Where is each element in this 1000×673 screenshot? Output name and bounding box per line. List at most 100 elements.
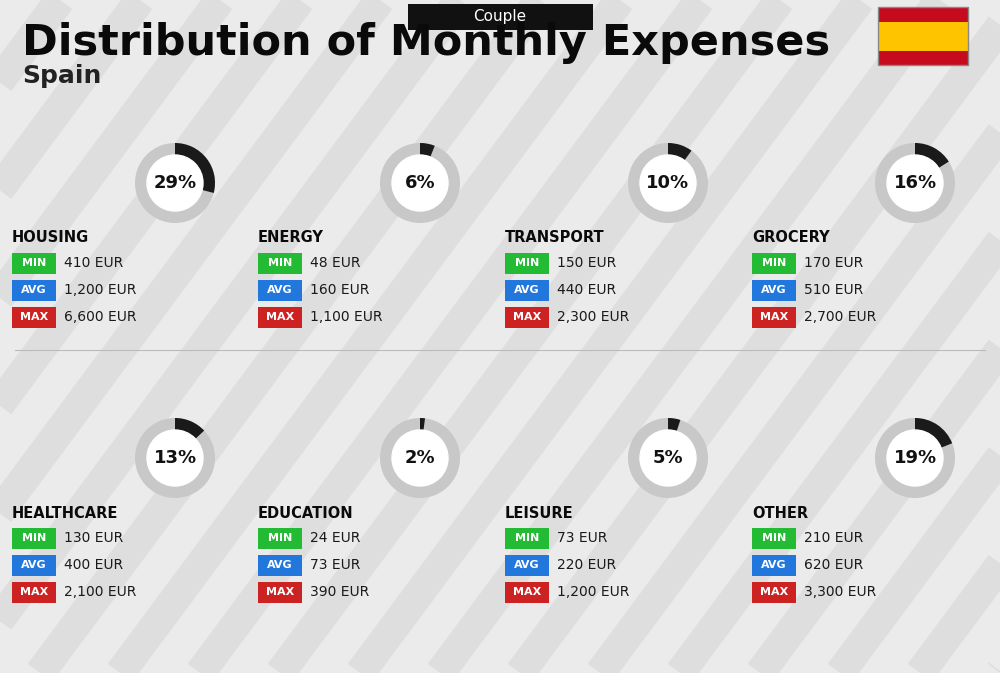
Text: EDUCATION: EDUCATION [258,505,354,520]
FancyBboxPatch shape [12,555,56,575]
Text: MAX: MAX [20,587,48,597]
Text: 2%: 2% [405,449,435,467]
Text: Distribution of Monthly Expenses: Distribution of Monthly Expenses [22,22,830,64]
Text: 1,200 EUR: 1,200 EUR [557,585,629,599]
Text: Spain: Spain [22,64,101,88]
Text: AVG: AVG [514,285,540,295]
FancyBboxPatch shape [752,581,796,602]
Text: MAX: MAX [266,312,294,322]
FancyBboxPatch shape [878,50,968,65]
FancyBboxPatch shape [12,279,56,301]
Circle shape [392,430,448,486]
Circle shape [147,155,203,211]
Text: MAX: MAX [760,312,788,322]
Wedge shape [628,418,708,498]
Text: 510 EUR: 510 EUR [804,283,863,297]
Text: 390 EUR: 390 EUR [310,585,369,599]
Text: MAX: MAX [20,312,48,322]
Text: MIN: MIN [268,258,292,268]
FancyBboxPatch shape [505,279,549,301]
Wedge shape [380,418,460,498]
Text: 160 EUR: 160 EUR [310,283,369,297]
Text: 29%: 29% [153,174,197,192]
FancyBboxPatch shape [408,4,592,30]
FancyBboxPatch shape [505,528,549,548]
FancyBboxPatch shape [878,7,968,22]
Text: AVG: AVG [761,285,787,295]
Text: 220 EUR: 220 EUR [557,558,616,572]
FancyBboxPatch shape [878,22,968,50]
Wedge shape [420,143,435,157]
FancyBboxPatch shape [12,581,56,602]
Text: AVG: AVG [267,560,293,570]
Wedge shape [175,143,215,193]
Text: OTHER: OTHER [752,505,808,520]
Text: MIN: MIN [515,258,539,268]
Text: AVG: AVG [21,560,47,570]
Text: MIN: MIN [762,533,786,543]
FancyBboxPatch shape [752,252,796,273]
Text: Couple: Couple [473,9,527,24]
FancyBboxPatch shape [258,555,302,575]
Text: 2,300 EUR: 2,300 EUR [557,310,629,324]
FancyBboxPatch shape [12,252,56,273]
Wedge shape [380,143,460,223]
FancyBboxPatch shape [505,555,549,575]
FancyBboxPatch shape [752,528,796,548]
Circle shape [640,430,696,486]
Text: 73 EUR: 73 EUR [557,531,607,545]
FancyBboxPatch shape [12,528,56,548]
FancyBboxPatch shape [505,306,549,328]
Wedge shape [175,418,204,439]
Text: 6%: 6% [405,174,435,192]
Text: HOUSING: HOUSING [12,230,89,246]
FancyBboxPatch shape [752,306,796,328]
Text: 16%: 16% [893,174,937,192]
Text: AVG: AVG [514,560,540,570]
Wedge shape [875,143,955,223]
Text: GROCERY: GROCERY [752,230,830,246]
Text: MIN: MIN [268,533,292,543]
FancyBboxPatch shape [258,528,302,548]
Text: HEALTHCARE: HEALTHCARE [12,505,118,520]
Text: 620 EUR: 620 EUR [804,558,863,572]
Text: 440 EUR: 440 EUR [557,283,616,297]
Text: AVG: AVG [267,285,293,295]
Text: 1,100 EUR: 1,100 EUR [310,310,382,324]
Circle shape [887,155,943,211]
FancyBboxPatch shape [505,581,549,602]
Text: TRANSPORT: TRANSPORT [505,230,605,246]
Text: MAX: MAX [266,587,294,597]
Circle shape [887,430,943,486]
Text: 210 EUR: 210 EUR [804,531,863,545]
Text: MIN: MIN [762,258,786,268]
Text: 150 EUR: 150 EUR [557,256,616,270]
Text: 3,300 EUR: 3,300 EUR [804,585,876,599]
FancyBboxPatch shape [752,279,796,301]
Text: 400 EUR: 400 EUR [64,558,123,572]
FancyBboxPatch shape [258,581,302,602]
Wedge shape [915,418,952,448]
Text: 130 EUR: 130 EUR [64,531,123,545]
Text: 19%: 19% [893,449,937,467]
Circle shape [640,155,696,211]
Text: 170 EUR: 170 EUR [804,256,863,270]
Text: 2,100 EUR: 2,100 EUR [64,585,136,599]
Text: 1,200 EUR: 1,200 EUR [64,283,136,297]
FancyBboxPatch shape [258,306,302,328]
Text: MIN: MIN [22,533,46,543]
Wedge shape [668,418,680,431]
FancyBboxPatch shape [12,306,56,328]
Text: AVG: AVG [21,285,47,295]
Text: 410 EUR: 410 EUR [64,256,123,270]
FancyBboxPatch shape [752,555,796,575]
Text: 10%: 10% [646,174,690,192]
Text: AVG: AVG [761,560,787,570]
Text: MIN: MIN [515,533,539,543]
Wedge shape [668,143,692,160]
Text: 73 EUR: 73 EUR [310,558,360,572]
Wedge shape [135,143,215,223]
Wedge shape [875,418,955,498]
Text: 2,700 EUR: 2,700 EUR [804,310,876,324]
Circle shape [392,155,448,211]
